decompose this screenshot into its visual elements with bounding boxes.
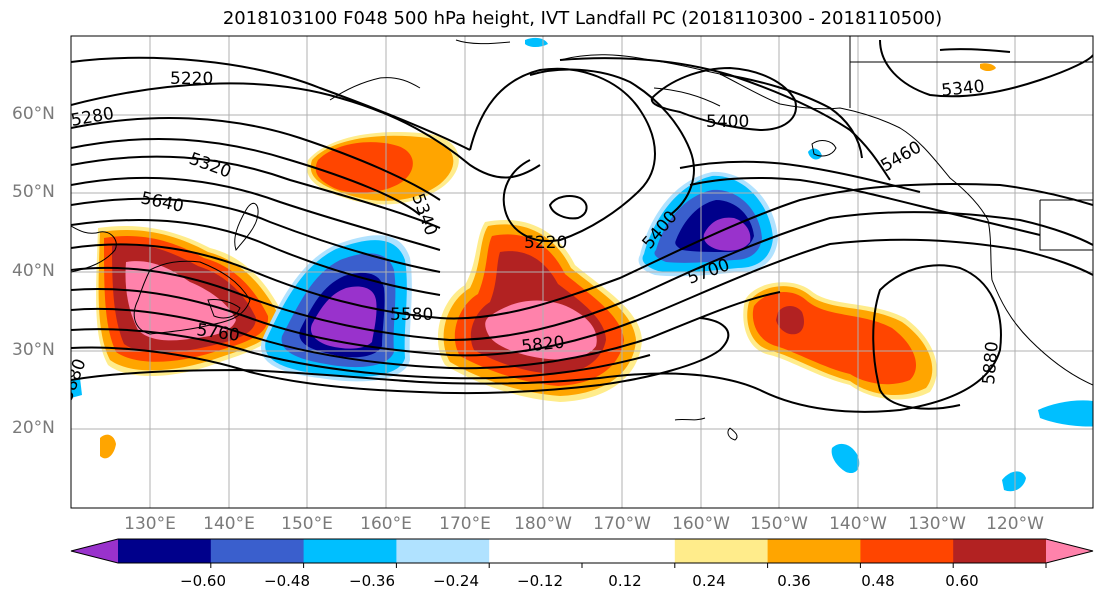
colorbar-swatch xyxy=(582,539,676,563)
lon-label: 140°W xyxy=(829,514,887,534)
map-frame xyxy=(70,35,1094,509)
colorbar-tick-label: 0.48 xyxy=(861,572,895,590)
colorbar-tick-label: −0.12 xyxy=(517,572,563,590)
shade-japan-core xyxy=(125,261,236,341)
lon-label: 170°W xyxy=(593,514,651,534)
lat-label: 40°N xyxy=(12,261,55,281)
shade-central-core xyxy=(485,300,597,360)
colorbar-swatch xyxy=(489,539,583,563)
colorbar xyxy=(70,538,1094,568)
colorbar-tick-label: −0.60 xyxy=(180,572,226,590)
height-contours xyxy=(71,39,1093,413)
contour-label: 5460 xyxy=(878,137,925,176)
lon-label: 150°W xyxy=(750,514,808,534)
shade-west-negative-core xyxy=(310,286,377,349)
colorbar-swatch xyxy=(674,539,769,563)
lon-label: 130°E xyxy=(124,514,176,534)
map-title: 2018103100 F048 500 hPa height, IVT Land… xyxy=(222,8,943,29)
colorbar-swatch xyxy=(118,539,212,563)
colorbar-swatch xyxy=(303,539,397,563)
colorbar-swatch xyxy=(767,539,861,563)
map-panel: 5220 5280 5320 5340 5400 5460 5640 5220 … xyxy=(57,36,1093,508)
colorbar-outline xyxy=(70,538,1094,564)
lon-label: 170°E xyxy=(439,514,491,534)
lon-label: 180°W xyxy=(514,514,572,534)
contour-label: 5280 xyxy=(69,104,115,131)
contour-label: 5320 xyxy=(186,149,233,183)
colorbar-swatch xyxy=(860,539,954,563)
lat-label: 60°N xyxy=(12,104,55,124)
lat-label: 50°N xyxy=(12,182,55,202)
contour-label: 5820 xyxy=(520,333,565,357)
lon-label: 120°W xyxy=(986,514,1044,534)
colorbar-tick-label: 0.60 xyxy=(945,572,979,590)
colorbar-tick-label: −0.48 xyxy=(264,572,310,590)
lat-label: 20°N xyxy=(12,418,55,438)
lon-label: 130°W xyxy=(908,514,966,534)
coastlines xyxy=(71,36,1093,441)
colorbar-tick-label: −0.36 xyxy=(349,572,395,590)
colorbar-tick-label: 0.12 xyxy=(608,572,642,590)
shade-east-negative-core xyxy=(703,217,751,251)
lon-label: 140°E xyxy=(203,514,255,534)
colorbar-swatch xyxy=(396,539,490,563)
contour-label: 5400 xyxy=(706,112,749,132)
contour-label: 5880 xyxy=(979,341,1003,386)
colorbar-tick-label: 0.36 xyxy=(777,572,811,590)
colorbar-swatch xyxy=(210,539,305,563)
contour-label: 5880 xyxy=(57,356,91,403)
lat-label: 30°N xyxy=(12,340,55,360)
colorbar-extend-high xyxy=(1046,539,1093,563)
contour-label: 5580 xyxy=(390,305,433,325)
lon-label: 150°E xyxy=(281,514,333,534)
colorbar-extend-low xyxy=(71,539,118,563)
colorbar-tick-label: 0.24 xyxy=(692,572,726,590)
lon-label: 160°W xyxy=(672,514,730,534)
graticule xyxy=(71,36,1093,508)
colorbar-tick-label: −0.24 xyxy=(433,572,479,590)
colorbar-swatch xyxy=(953,539,1047,563)
contour-label: 5220 xyxy=(170,69,213,89)
contour-label: 5220 xyxy=(524,233,567,253)
contour-label: 5340 xyxy=(940,77,985,101)
lon-label: 160°E xyxy=(360,514,412,534)
